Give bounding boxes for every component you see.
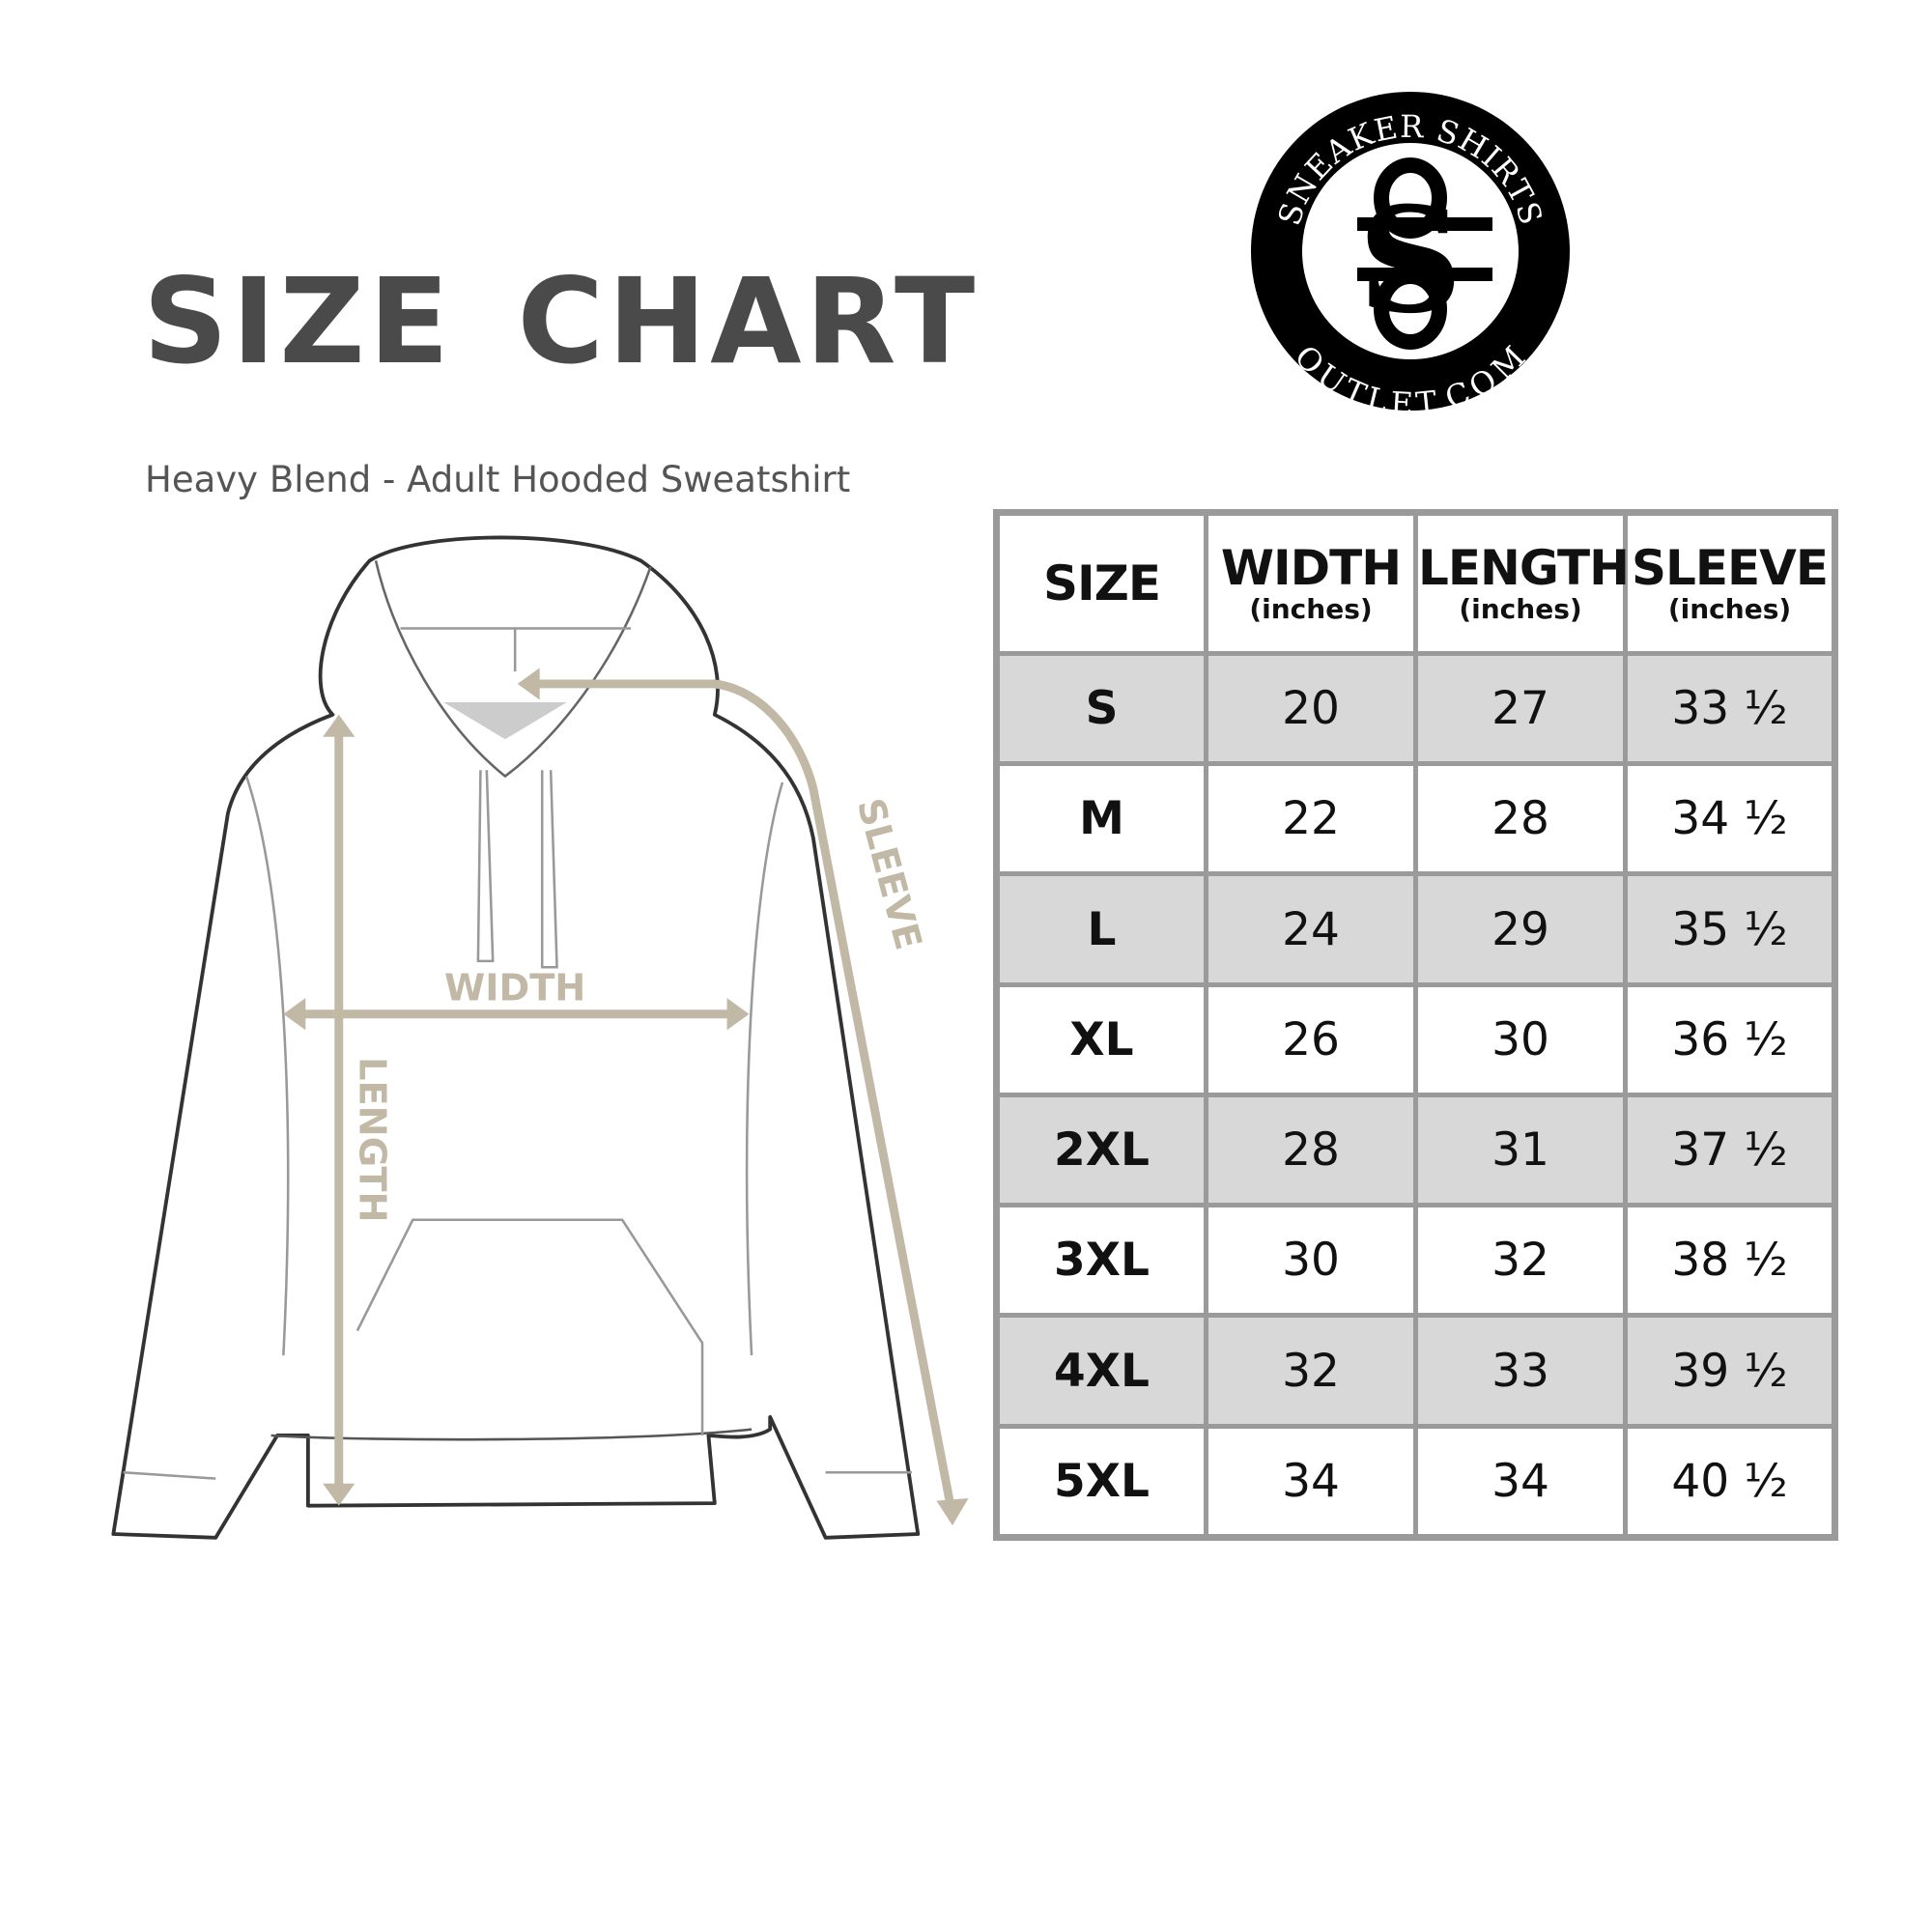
width-cell: 26: [1204, 981, 1418, 1097]
size-cell: 4XL: [994, 1313, 1208, 1429]
length-cell: 30: [1413, 981, 1628, 1097]
length-cell: 27: [1413, 650, 1628, 767]
sleeve-cell: 35 ½: [1623, 871, 1837, 987]
sleeve-cell: 40 ½: [1623, 1423, 1837, 1541]
size-cell: S: [994, 650, 1208, 767]
length-cell: 28: [1413, 761, 1628, 877]
width-cell: 22: [1204, 761, 1418, 877]
width-cell: 28: [1204, 1092, 1418, 1208]
table-row: 2XL 28 31 37 ½: [994, 1092, 1837, 1208]
column-header-length: LENGTH (inches): [1413, 510, 1630, 656]
width-cell: 24: [1204, 871, 1418, 987]
length-cell: 33: [1413, 1313, 1628, 1429]
length-cell: 32: [1413, 1203, 1628, 1319]
sleeve-cell: 39 ½: [1623, 1313, 1837, 1429]
length-cell: 34: [1413, 1423, 1628, 1541]
table-row: 4XL 32 33 39 ½: [994, 1313, 1837, 1429]
table-header-row: SIZE WIDTH (inches) LENGTH (inches) SLEEVE…: [994, 510, 1837, 656]
size-cell: 5XL: [994, 1423, 1208, 1541]
length-label: LENGTH: [350, 1057, 393, 1222]
length-cell: 31: [1413, 1092, 1628, 1208]
size-cell: L: [994, 871, 1208, 987]
hoodie-outline: [111, 535, 921, 1540]
sleeve-cell: 38 ½: [1623, 1203, 1837, 1319]
sleeve-label: SLEEVE: [848, 794, 930, 954]
sleeve-cell: 34 ½: [1623, 761, 1837, 877]
length-cell: 29: [1413, 871, 1628, 987]
table-row: M 22 28 34 ½: [994, 761, 1837, 877]
size-cell: M: [994, 761, 1208, 877]
width-cell: 34: [1204, 1423, 1418, 1541]
sleeve-cell: 36 ½: [1623, 981, 1837, 1097]
size-cell: XL: [994, 981, 1208, 1097]
size-cell: 2XL: [994, 1092, 1208, 1208]
sleeve-cell: 37 ½: [1623, 1092, 1837, 1208]
product-subtitle: Heavy Blend - Adult Hooded Sweatshirt: [145, 459, 851, 500]
sleeve-cell: 33 ½: [1623, 650, 1837, 767]
size-chart-table: SIZE WIDTH (inches) LENGTH (inches) SLEEVE…: [993, 509, 1838, 1541]
page-title: SIZE CHART: [143, 253, 980, 390]
width-cell: 30: [1204, 1203, 1418, 1319]
column-header-width: WIDTH (inches): [1204, 510, 1418, 656]
width-cell: 32: [1204, 1313, 1418, 1429]
brand-logo: SNEAKER SHIRTS OUTLET.COM S: [1251, 92, 1570, 415]
table-row: 3XL 30 32 38 ½: [994, 1203, 1837, 1319]
width-cell: 20: [1204, 650, 1418, 767]
column-header-size: SIZE: [994, 510, 1208, 656]
table-row: 5XL 34 34 40 ½: [994, 1423, 1837, 1541]
size-cell: 3XL: [994, 1203, 1208, 1319]
table-row: S 20 27 33 ½: [994, 650, 1837, 767]
table-row: XL 26 30 36 ½: [994, 981, 1837, 1097]
column-header-sleeve: SLEEVE (inches): [1623, 510, 1837, 656]
width-label: WIDTH: [444, 967, 585, 1010]
table-row: L 24 29 35 ½: [994, 871, 1837, 987]
